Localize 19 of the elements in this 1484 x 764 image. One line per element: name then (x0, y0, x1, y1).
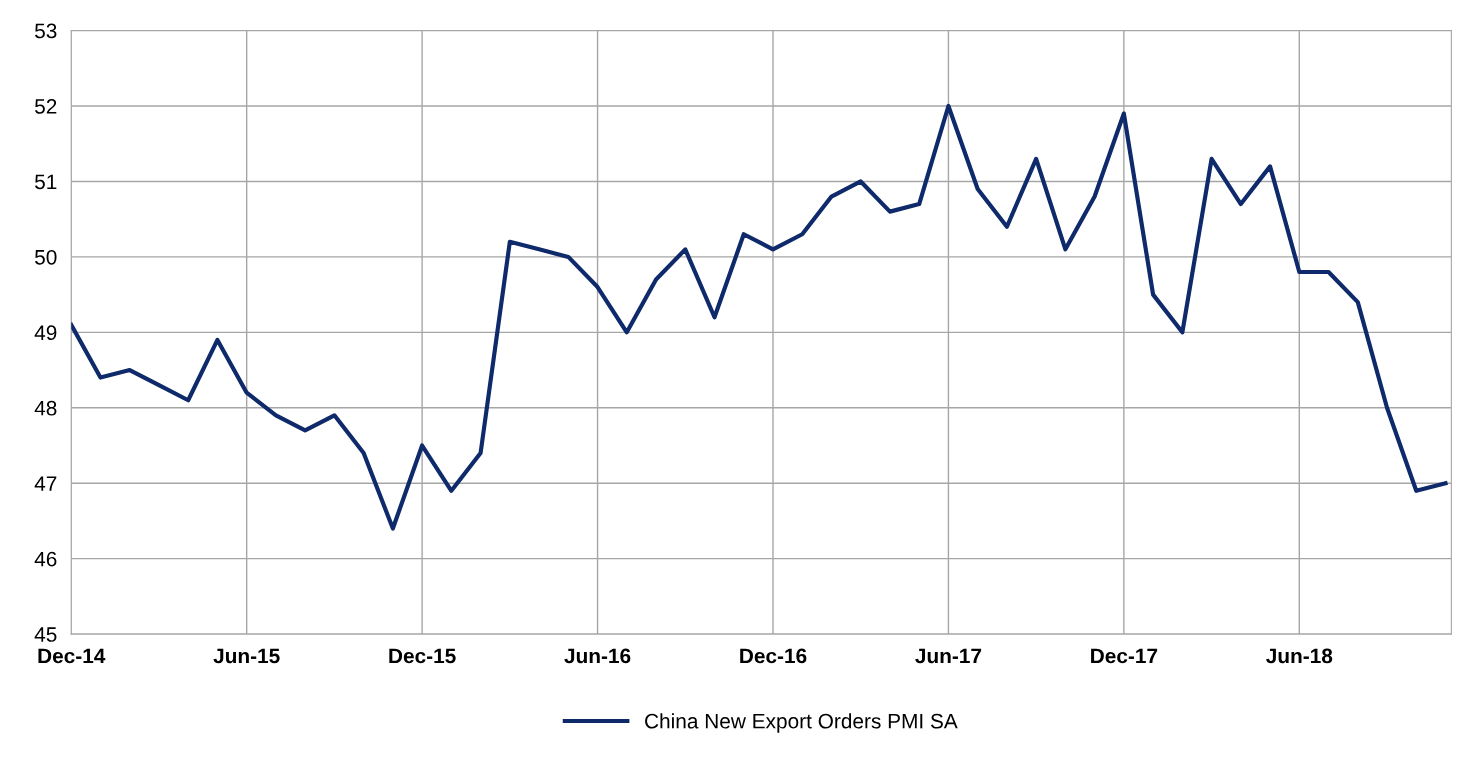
y-tick-label: 45 (34, 627, 57, 642)
y-tick-label: 53 (35, 23, 57, 39)
x-tick-label: Jun-15 (213, 648, 280, 664)
x-tick-label: Dec-15 (389, 648, 456, 664)
y-tick-label: 47 (34, 476, 57, 491)
y-tick-label: 50 (35, 249, 57, 265)
x-tick-label: Dec-16 (740, 648, 807, 664)
line-series (71, 103, 1448, 531)
y-tick-label: 48 (34, 400, 57, 416)
y-tick-label: 46 (34, 551, 57, 567)
y-tick-label: 52 (35, 99, 57, 114)
legend-label: China New Export Orders PMI SA (645, 713, 958, 733)
x-tick-label: Dec-17 (1091, 648, 1158, 664)
y-tick-label: 51 (35, 174, 57, 190)
x-tick-label: Jun-18 (1266, 648, 1333, 664)
x-tick-label: Jun-17 (915, 648, 982, 664)
x-tick-label: Jun-16 (564, 648, 631, 664)
x-tick-label: Dec-14 (38, 648, 106, 664)
y-tick-label: 49 (34, 325, 57, 341)
